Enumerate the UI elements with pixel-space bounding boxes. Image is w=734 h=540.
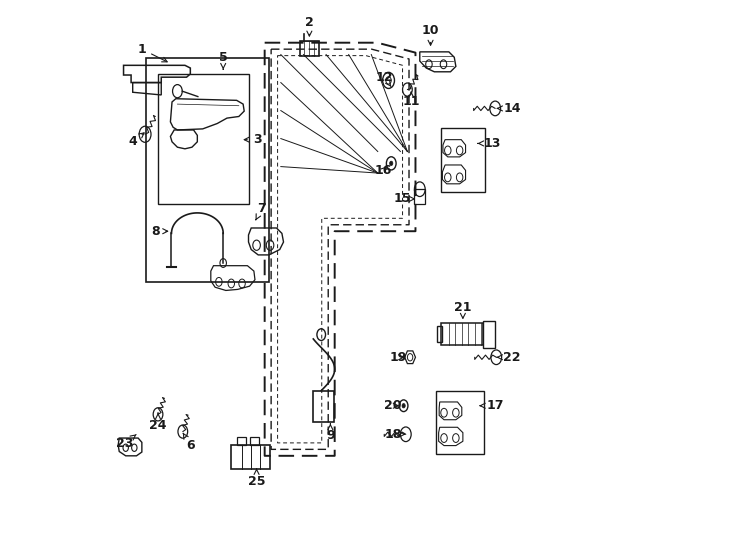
- Text: 7: 7: [255, 201, 266, 220]
- Text: 19: 19: [390, 351, 407, 364]
- Ellipse shape: [402, 403, 405, 408]
- Text: 18: 18: [384, 428, 404, 441]
- Text: 11: 11: [402, 92, 420, 109]
- Bar: [250, 437, 259, 445]
- Bar: [158, 74, 249, 204]
- Bar: [236, 437, 247, 445]
- Ellipse shape: [390, 161, 393, 166]
- Text: 22: 22: [497, 351, 520, 364]
- Text: 8: 8: [151, 225, 167, 238]
- Text: 25: 25: [248, 469, 265, 488]
- Text: 21: 21: [454, 301, 472, 318]
- Bar: [441, 323, 484, 346]
- Text: 4: 4: [128, 133, 144, 149]
- Bar: [299, 40, 319, 56]
- Bar: [441, 129, 485, 192]
- Text: 13: 13: [478, 137, 501, 150]
- Text: 24: 24: [149, 413, 167, 431]
- Text: 12: 12: [376, 71, 393, 86]
- Text: 20: 20: [384, 399, 401, 412]
- Text: 16: 16: [374, 164, 392, 177]
- Bar: [436, 390, 484, 454]
- Bar: [313, 390, 334, 422]
- Text: 1: 1: [137, 43, 167, 62]
- Bar: [415, 189, 425, 204]
- Text: 15: 15: [393, 192, 414, 205]
- Text: 23: 23: [116, 435, 136, 450]
- Text: 17: 17: [480, 399, 504, 412]
- Text: 5: 5: [219, 51, 228, 69]
- Text: 6: 6: [184, 433, 195, 451]
- Text: 10: 10: [422, 24, 440, 45]
- Bar: [231, 445, 270, 469]
- Text: 9: 9: [326, 424, 335, 442]
- Text: 3: 3: [244, 133, 261, 146]
- Bar: [146, 58, 269, 282]
- Text: 2: 2: [305, 16, 313, 36]
- Text: 14: 14: [498, 102, 521, 115]
- Bar: [437, 326, 443, 342]
- Bar: [484, 321, 495, 348]
